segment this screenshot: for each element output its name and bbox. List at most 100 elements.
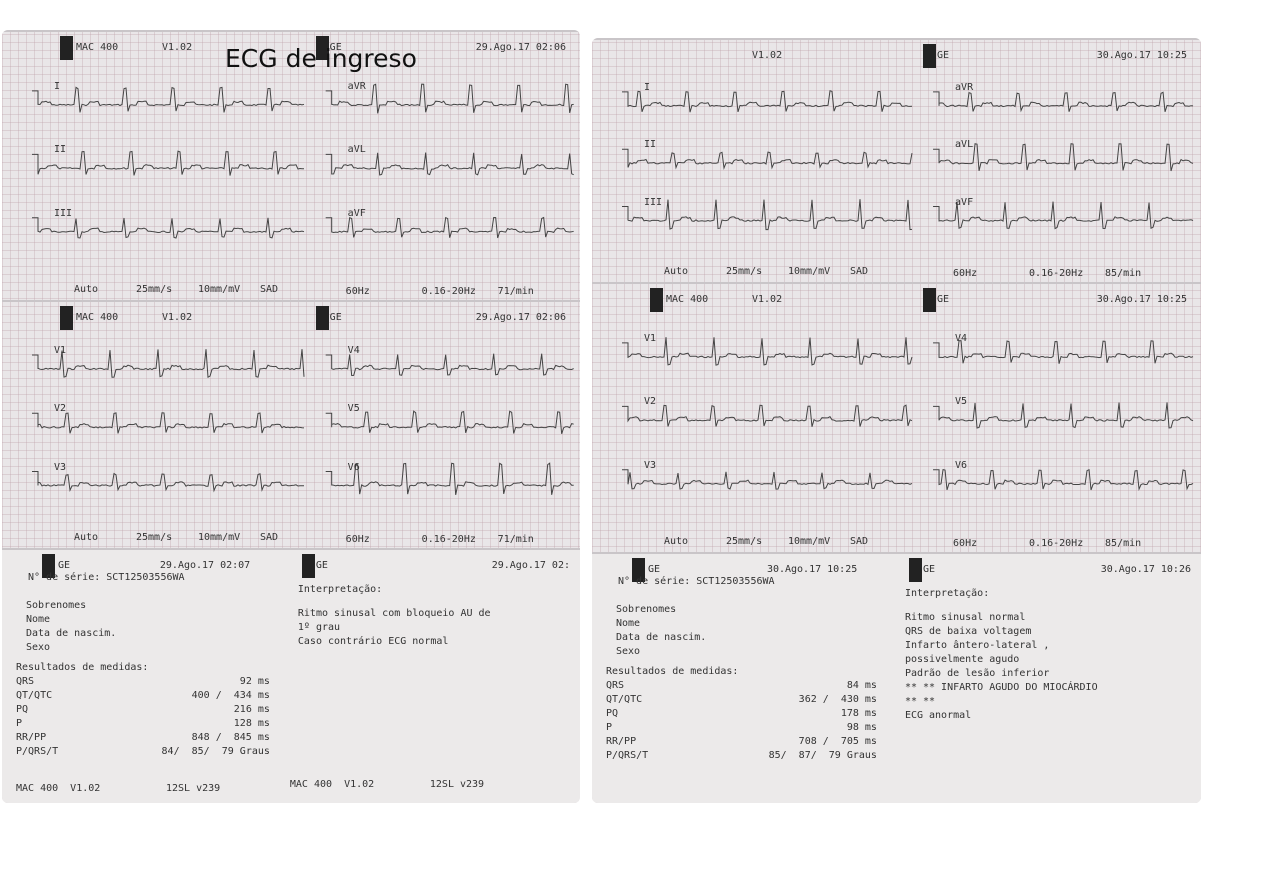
report: GE 30.Ago.17 10:25 N° de série: SCT1250355… bbox=[592, 552, 1201, 803]
brand: GE bbox=[315, 560, 328, 571]
interp-line: Ritmo sinusal normal bbox=[904, 612, 1026, 623]
version: V1.02 bbox=[752, 294, 783, 305]
measure-name: PQ bbox=[606, 708, 619, 719]
footer-setting: SAD bbox=[850, 536, 869, 547]
footer-setting: 10mm/mV bbox=[788, 536, 831, 547]
ecg-photo-right: I II III aVR aVL aVF V1.02 GE 30.Ago.17 10:25 Aut… bbox=[592, 38, 1201, 803]
ecg-trace bbox=[325, 83, 574, 114]
datetime: 29.Ago.17 02:06 bbox=[475, 312, 566, 323]
interp-line: Padrão de lesão inferior bbox=[904, 668, 1050, 679]
ecg-traces bbox=[622, 337, 1194, 492]
measure-value: 128 ms bbox=[233, 718, 270, 729]
measure-value: 98 ms bbox=[846, 722, 877, 733]
measure-name: PQ bbox=[16, 704, 29, 715]
lead-label: I bbox=[644, 81, 651, 93]
brand: GE bbox=[329, 312, 342, 323]
report: GE 29.Ago.17 02:07 N° de série: SCT1250355… bbox=[2, 548, 580, 803]
footer-text: MAC 400 V1.02 bbox=[16, 783, 101, 794]
block bbox=[60, 36, 73, 60]
footer-setting: SAD bbox=[260, 532, 279, 543]
measure-value: 92 ms bbox=[239, 676, 270, 687]
brand: GE bbox=[648, 564, 661, 575]
measure-name: P/QRS/T bbox=[606, 750, 649, 761]
measure-value: 848 / 845 ms bbox=[191, 732, 270, 743]
footer-setting: SAD bbox=[850, 266, 869, 277]
ecg-trace bbox=[32, 412, 305, 434]
version: V1.02 bbox=[162, 312, 193, 323]
footer-setting: 10mm/mV bbox=[788, 266, 831, 277]
block bbox=[301, 554, 315, 578]
field-label: Sexo bbox=[26, 642, 51, 653]
footer-setting: 0.16-20Hz bbox=[1029, 268, 1084, 279]
measure-name: QT/QTC bbox=[606, 694, 643, 705]
results-title: Resultados de medidas: bbox=[606, 666, 739, 677]
lead-label: V4 bbox=[347, 344, 360, 356]
brand: GE bbox=[922, 564, 935, 575]
footer-setting: 0.16-20Hz bbox=[421, 534, 476, 545]
lead-label: V1 bbox=[644, 332, 657, 344]
lead-label: I bbox=[54, 80, 61, 92]
lead-label: V3 bbox=[644, 459, 657, 471]
footer-setting: 60Hz bbox=[953, 268, 978, 279]
ecg-photo-left: I II III aVR aVL aVF MAC 400 V1.02 GE 29.Ago.17 0… bbox=[2, 30, 580, 803]
lead-label: V2 bbox=[54, 403, 67, 415]
footer-text: 12SL v239 bbox=[429, 779, 485, 790]
device: MAC 400 bbox=[76, 42, 119, 53]
measure-name: QRS bbox=[606, 680, 625, 691]
measure-name: RR/PP bbox=[16, 732, 47, 743]
footer-setting: Auto bbox=[74, 532, 99, 543]
ecg-trace bbox=[32, 86, 305, 113]
block bbox=[650, 288, 663, 312]
footer-setting: 25mm/s bbox=[726, 536, 763, 547]
ecg-trace bbox=[933, 201, 1194, 230]
measure-value: 84 ms bbox=[846, 680, 877, 691]
interp-line: Caso contrário ECG normal bbox=[297, 636, 449, 647]
lead-label: V1 bbox=[54, 344, 67, 356]
lead-label: V4 bbox=[955, 332, 968, 344]
footer-setting: 0.16-20Hz bbox=[421, 286, 476, 297]
footer-setting: 60Hz bbox=[345, 286, 370, 297]
lead-label: III bbox=[644, 196, 663, 208]
photo-title: ECG de ingreso bbox=[225, 44, 417, 73]
ecg-strip: V1 V2 V3 V4 V5 V6 MAC 400 V1.02 GE 29.Ago.17 02:0… bbox=[2, 300, 580, 550]
footer-setting: 71/min bbox=[497, 286, 534, 297]
lead-label: aVF bbox=[955, 196, 974, 208]
interp-line: ** ** INFARTO AGUDO DO MIOCÁRDIO bbox=[904, 682, 1098, 693]
ecg-trace bbox=[622, 148, 913, 170]
datetime: 29.Ago.17 02: bbox=[491, 560, 570, 571]
lead-label: aVR bbox=[955, 81, 974, 93]
measure-value: 708 / 705 ms bbox=[798, 736, 877, 747]
measure-name: QT/QTC bbox=[16, 690, 53, 701]
lead-label: II bbox=[644, 139, 657, 151]
footer-setting: 71/min bbox=[497, 534, 534, 545]
lead-label: V6 bbox=[955, 459, 968, 471]
interp-line: QRS de baixa voltagem bbox=[904, 626, 1032, 637]
footer-setting: 85/min bbox=[1105, 538, 1142, 549]
datetime: 30.Ago.17 10:25 bbox=[766, 564, 858, 575]
footer-setting: 60Hz bbox=[953, 538, 978, 549]
field-label: Sexo bbox=[616, 646, 641, 657]
block bbox=[923, 44, 937, 68]
field-label: Nome bbox=[616, 618, 641, 629]
interp-line: 1º grau bbox=[297, 622, 341, 633]
measure-name: P bbox=[16, 718, 23, 729]
ecg-traces bbox=[32, 83, 574, 239]
interp-line: ECG anormal bbox=[904, 710, 972, 721]
lead-label: II bbox=[54, 144, 67, 156]
footer-setting: 60Hz bbox=[345, 534, 370, 545]
ecg-trace bbox=[325, 216, 574, 239]
measure-name: P bbox=[606, 722, 613, 733]
brand: GE bbox=[937, 50, 950, 61]
field-label: Nome bbox=[26, 614, 51, 625]
ecg-trace bbox=[933, 402, 1194, 429]
interp-line: possivelmente agudo bbox=[904, 654, 1020, 665]
measure-value: 178 ms bbox=[840, 708, 877, 719]
interp-heading: Interpretação: bbox=[904, 588, 990, 599]
footer-setting: 25mm/s bbox=[136, 532, 173, 543]
block bbox=[908, 558, 922, 582]
field-label: Data de nascim. bbox=[26, 628, 117, 639]
footer-setting: Auto bbox=[664, 536, 689, 547]
block bbox=[315, 36, 329, 60]
brand: GE bbox=[58, 560, 71, 571]
